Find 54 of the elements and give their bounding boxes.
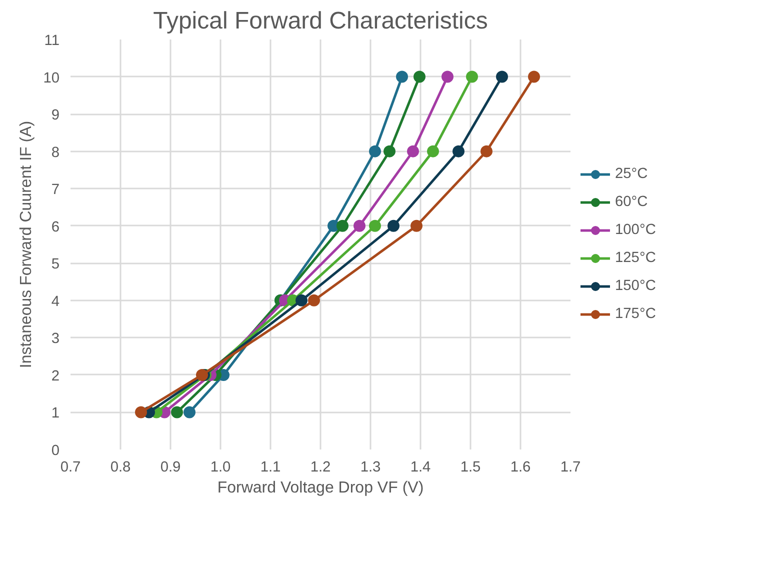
legend-label: 25°C — [615, 166, 648, 182]
point — [528, 70, 540, 83]
point — [369, 220, 381, 232]
point — [369, 145, 381, 158]
legend-label: 125°C — [615, 250, 656, 266]
point — [336, 220, 348, 232]
point — [442, 70, 454, 83]
x-tick-label: 1.0 — [210, 460, 231, 476]
point — [135, 406, 147, 418]
x-tick-label: 0.8 — [110, 460, 131, 476]
x-axis-title: Forward Voltage Drop VF (V) — [217, 480, 424, 496]
y-axis-title: Instaneous Forward Cuurent IF (A) — [18, 120, 36, 368]
chart-title: Typical Forward Characteristics — [153, 8, 488, 34]
y-tick-label: 6 — [51, 219, 60, 236]
y-tick-label: 0 — [51, 443, 60, 459]
point — [427, 145, 439, 158]
point — [496, 70, 508, 83]
legend-label: 60°C — [615, 194, 648, 210]
point — [407, 145, 419, 158]
x-tick-label: 1.3 — [360, 460, 381, 476]
y-tick-label: 4 — [51, 294, 60, 310]
point — [414, 70, 426, 83]
y-tick-label: 11 — [44, 33, 60, 49]
point — [384, 145, 396, 158]
x-tick-label: 1.4 — [410, 460, 431, 476]
x-tick-label: 1.7 — [560, 460, 581, 476]
point — [410, 220, 422, 232]
y-tick-label: 9 — [51, 108, 60, 124]
y-tick-label: 2 — [51, 368, 60, 384]
point — [466, 70, 478, 83]
point — [452, 145, 464, 158]
y-tick-label: 7 — [51, 182, 60, 198]
x-tick-label: 0.9 — [160, 460, 181, 476]
point — [388, 220, 400, 232]
legend-label: 100°C — [615, 222, 656, 238]
point — [296, 294, 308, 306]
legend-label: 175°C — [615, 306, 656, 322]
y-tick-label: 8 — [51, 144, 60, 161]
y-tick-label: 5 — [51, 256, 60, 273]
point — [354, 220, 366, 232]
y-tick-label: 1 — [51, 406, 60, 422]
legend-label: 150°C — [615, 278, 656, 294]
x-tick-label: 0.7 — [60, 460, 81, 476]
y-tick-label: 10 — [43, 70, 60, 86]
point — [184, 406, 196, 418]
point — [396, 70, 408, 83]
point — [480, 145, 492, 158]
point — [171, 406, 183, 418]
x-tick-label: 1.6 — [510, 460, 531, 476]
point — [308, 294, 320, 306]
x-tick-label: 1.5 — [460, 460, 481, 476]
x-tick-label: 1.2 — [310, 460, 331, 476]
y-tick-label: 3 — [51, 331, 60, 348]
x-tick-label: 1.1 — [260, 460, 281, 476]
